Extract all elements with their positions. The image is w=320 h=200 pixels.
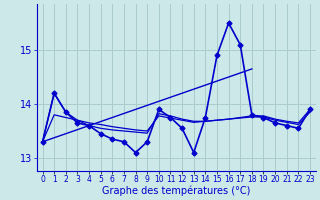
X-axis label: Graphe des températures (°C): Graphe des températures (°C) bbox=[102, 185, 251, 196]
